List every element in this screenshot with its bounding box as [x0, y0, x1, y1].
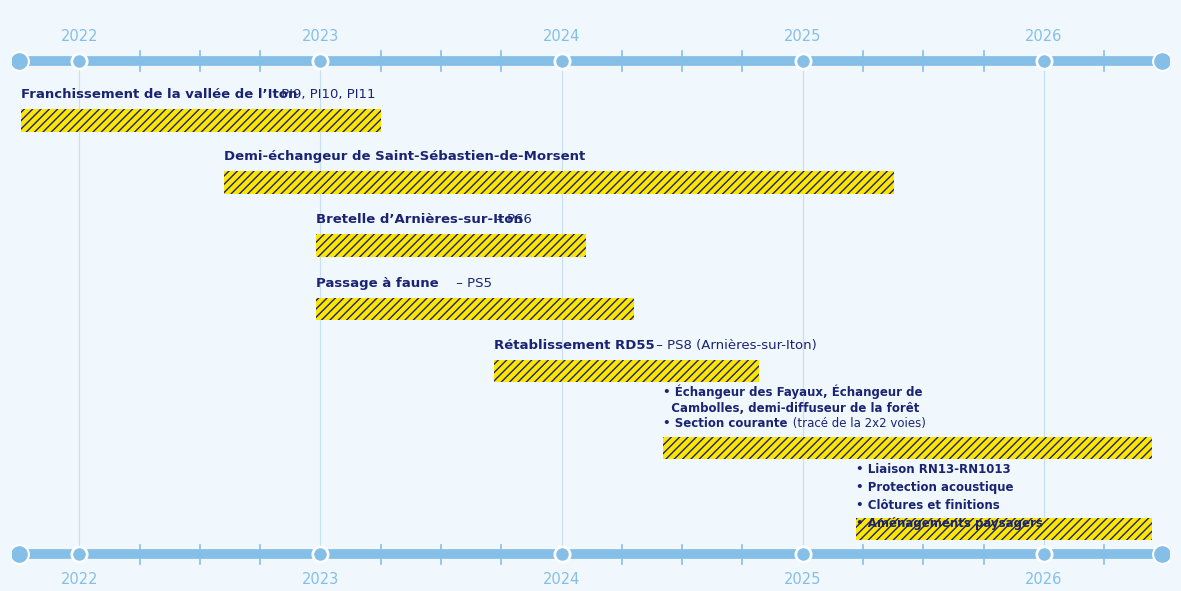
- Text: – PS8 (Arnières-sur-Iton): – PS8 (Arnières-sur-Iton): [652, 339, 817, 352]
- Text: Bretelle d’Arnières-sur-Iton: Bretelle d’Arnières-sur-Iton: [315, 213, 522, 226]
- Text: 2026: 2026: [1025, 571, 1063, 587]
- Text: • Liaison RN13-RN1013
• Protection acoustique
• Clôtures et finitions
• Aménagem: • Liaison RN13-RN1013 • Protection acous…: [856, 463, 1043, 530]
- Text: 2025: 2025: [784, 28, 821, 44]
- Text: PI9, PI10, PI11: PI9, PI10, PI11: [278, 88, 376, 101]
- Bar: [224, 171, 894, 194]
- Bar: [856, 518, 1153, 540]
- Bar: [494, 360, 759, 382]
- Text: 2022: 2022: [60, 571, 98, 587]
- Bar: [315, 298, 634, 320]
- Text: 2023: 2023: [302, 571, 339, 587]
- Text: 2022: 2022: [60, 28, 98, 44]
- Text: Demi-échangeur de Saint-Sébastien-de-Morsent: Demi-échangeur de Saint-Sébastien-de-Mor…: [224, 150, 586, 163]
- Text: – PS5: – PS5: [452, 277, 491, 290]
- Bar: [21, 109, 380, 132]
- Bar: [663, 437, 1153, 459]
- Text: 2024: 2024: [543, 571, 580, 587]
- Bar: [856, 518, 1153, 540]
- Text: 2024: 2024: [543, 28, 580, 44]
- Text: 2023: 2023: [302, 28, 339, 44]
- Text: Rétablissement RD55: Rétablissement RD55: [494, 339, 654, 352]
- Bar: [21, 109, 380, 132]
- Text: • Section courante: • Section courante: [663, 417, 788, 430]
- Bar: [494, 360, 759, 382]
- Text: • Échangeur des Fayaux, Échangeur de
  Cambolles, demi-diffuseur de la forêt: • Échangeur des Fayaux, Échangeur de Cam…: [663, 385, 922, 415]
- Text: – PS6: – PS6: [491, 213, 531, 226]
- Bar: [315, 298, 634, 320]
- Text: 2025: 2025: [784, 571, 821, 587]
- Bar: [224, 171, 894, 194]
- Text: 2026: 2026: [1025, 28, 1063, 44]
- Bar: [315, 234, 586, 256]
- Bar: [315, 234, 586, 256]
- Bar: [663, 437, 1153, 459]
- Text: Franchissement de la vallée de l’Iton: Franchissement de la vallée de l’Iton: [21, 88, 298, 101]
- Text: Passage à faune: Passage à faune: [315, 277, 438, 290]
- Text: (tracé de la 2x2 voies): (tracé de la 2x2 voies): [789, 417, 926, 430]
